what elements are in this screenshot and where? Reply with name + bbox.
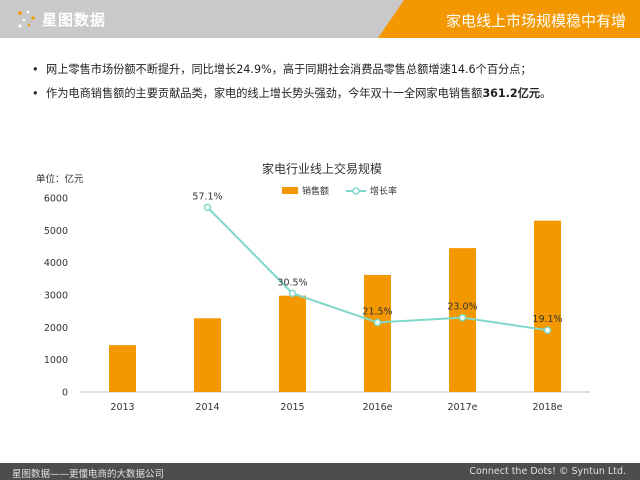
bullet-item: • 网上零售市场份额不断提升，同比增长24.9%，高于同期社会消费品零售总额增速… [32, 58, 622, 82]
growth-point [543, 326, 552, 334]
chart-container: 家电行业线上交易规模 单位：亿元 销售额 增长率 0 1000 2000 3000 40… [0, 140, 640, 430]
bullet-item: • 作为电商销售额的主要贡献品类，家电的线上增长势头强劲，今年双十一全网家电销售… [32, 82, 622, 106]
bar [279, 295, 306, 392]
bar-series [109, 220, 561, 392]
x-tick-label: 2014 [195, 402, 219, 413]
legend-line-marker [352, 187, 360, 195]
y-tick-label: 1000 [44, 355, 68, 366]
footer-tagline: 星图数据——更懂电商的大数据公司 [12, 469, 165, 480]
bar [194, 318, 221, 392]
bar [109, 345, 136, 392]
y-tick-label: 6000 [44, 194, 68, 205]
bullet-marker: • [32, 63, 39, 76]
bar [534, 220, 561, 392]
title-banner: 家电线上市场规模稳中有增 [378, 0, 640, 38]
x-tick-label: 2013 [110, 402, 134, 413]
bullet-list: • 网上零售市场份额不断提升，同比增长24.9%，高于同期社会消费品零售总额增速… [32, 58, 622, 106]
legend: 销售额 增长率 [282, 185, 397, 197]
bullet-text: 网上零售市场份额不断提升，同比增长24.9%，高于同期社会消费品零售总额增速14… [46, 63, 532, 76]
legend-line-label: 增长率 [370, 185, 397, 197]
growth-point [458, 313, 467, 322]
footer-copyright: Connect the Dots! © Syntun Ltd. [469, 466, 626, 477]
chart-title: 家电行业线上交易规模 [262, 161, 382, 176]
growth-point [203, 203, 212, 212]
bar [364, 274, 391, 392]
growth-data-label: 21.5% [362, 306, 392, 317]
growth-data-label: 30.5% [277, 277, 307, 288]
y-tick-label: 3000 [44, 291, 68, 302]
page-title: 家电线上市场规模稳中有增 [445, 12, 626, 30]
x-tick-label: 2015 [280, 402, 304, 413]
growth-line-series: 57.1% 30.5% 21.5% 23.0% 19.1% [192, 191, 563, 334]
star-dots-icon [18, 10, 35, 28]
bullet-text: 作为电商销售额的主要贡献品类，家电的线上增长势头强劲，今年双十一全网家电销售额3… [46, 82, 551, 106]
bullet-marker: • [32, 87, 39, 100]
legend-bar-swatch [282, 187, 298, 194]
x-tick-label: 2018e [532, 402, 562, 413]
y-axis: 0 1000 2000 3000 4000 5000 6000 [44, 194, 68, 399]
growth-data-label: 57.1% [192, 191, 222, 202]
y-tick-label: 2000 [44, 323, 68, 334]
legend-bar-label: 销售额 [302, 185, 329, 197]
unit-label: 单位：亿元 [36, 173, 84, 185]
brand-logo: 星图数据 [16, 7, 106, 31]
y-tick-label: 0 [62, 388, 68, 399]
footer-bar: 星图数据——更懂电商的大数据公司 Connect the Dots! © Syn… [0, 463, 640, 480]
bullet-text-end: 。 [540, 87, 552, 100]
bullet-text-plain: 作为电商销售额的主要贡献品类，家电的线上增长势头强劲，今年双十一全网家电销售额 [46, 87, 483, 100]
growth-data-label: 19.1% [532, 314, 562, 325]
brand-name: 星图数据 [42, 10, 107, 29]
x-tick-label: 2017e [447, 402, 477, 413]
growth-data-label: 23.0% [447, 302, 477, 313]
sales-chart: 家电行业线上交易规模 单位：亿元 销售额 增长率 0 1000 2000 3000 40… [36, 161, 590, 413]
y-tick-label: 5000 [44, 226, 68, 237]
growth-point [373, 318, 382, 327]
bullet-text-highlight: 361.2亿元 [482, 87, 541, 100]
growth-point [288, 289, 297, 298]
header-bar: 星图数据 家电线上市场规模稳中有增 [0, 0, 640, 38]
x-axis: 2013 2014 2015 2016e 2017e 2018e [110, 402, 562, 413]
x-tick-label: 2016e [362, 402, 392, 413]
y-tick-label: 4000 [44, 258, 68, 269]
